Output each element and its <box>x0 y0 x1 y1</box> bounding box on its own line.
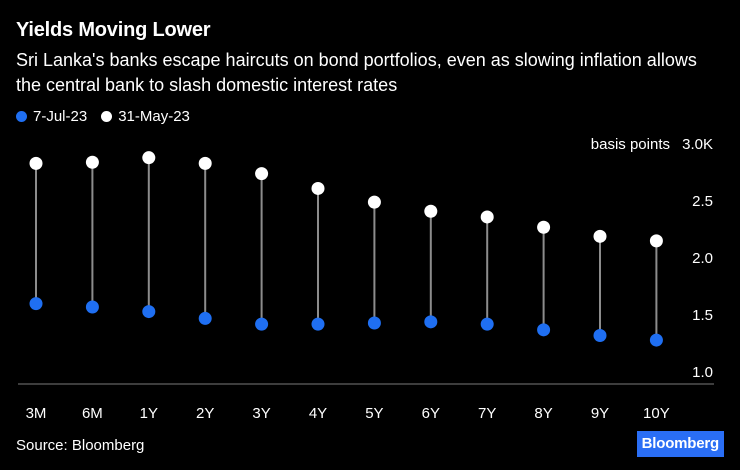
point-jul <box>593 329 607 343</box>
x-tick-label: 3Y <box>252 405 270 422</box>
y-tick-label: 1.0 <box>692 364 713 381</box>
point-may <box>198 156 212 170</box>
point-jul <box>480 317 494 331</box>
y-tick-label: 1.5 <box>692 307 713 324</box>
bloomberg-logo: Bloomberg <box>636 431 724 457</box>
x-tick-label: 9Y <box>591 405 609 422</box>
point-jul <box>255 317 269 331</box>
x-tick-label: 6Y <box>422 405 440 422</box>
point-may <box>367 195 381 209</box>
point-jul <box>85 300 99 314</box>
y-tick-label: 3.0K <box>682 136 713 153</box>
legend-item-jul: 7-Jul-23 <box>16 108 87 125</box>
point-may <box>480 210 494 224</box>
point-may <box>593 229 607 243</box>
legend-item-may: 31-May-23 <box>101 108 190 125</box>
source-note: Source: Bloomberg <box>16 437 145 454</box>
legend-marker-jul <box>16 111 27 122</box>
x-tick-label: 10Y <box>643 405 670 422</box>
point-jul <box>142 305 156 319</box>
x-tick-label: 1Y <box>140 405 158 422</box>
legend: 7-Jul-23 31-May-23 <box>16 108 204 125</box>
point-jul <box>649 333 663 347</box>
legend-label-jul: 7-Jul-23 <box>33 108 88 125</box>
chart-subtitle: Sri Lanka's banks escape haircuts on bon… <box>16 50 697 95</box>
x-tick-label: 5Y <box>365 405 383 422</box>
x-tick-label: 4Y <box>309 405 327 422</box>
y-tick-label: 2.5 <box>692 193 713 210</box>
point-may <box>537 220 551 234</box>
point-may <box>85 155 99 169</box>
point-jul <box>537 323 551 337</box>
legend-label-may: 31-May-23 <box>118 108 190 125</box>
x-tick-label: 6M <box>82 405 103 422</box>
point-jul <box>367 316 381 330</box>
point-may <box>424 204 438 218</box>
point-may <box>649 234 663 248</box>
point-may <box>29 156 43 170</box>
x-tick-label: 7Y <box>478 405 496 422</box>
x-tick-label: 2Y <box>196 405 214 422</box>
y-axis-unit-label: basis points <box>591 136 670 153</box>
x-tick-label: 8Y <box>534 405 552 422</box>
point-jul <box>311 317 325 331</box>
point-may <box>255 167 269 181</box>
point-jul <box>198 311 212 325</box>
x-tick-label: 3M <box>26 405 47 422</box>
y-tick-label: 2.0 <box>692 250 713 267</box>
chart-title: Yields Moving Lower <box>16 19 211 41</box>
point-may <box>311 181 325 195</box>
point-may <box>142 151 156 165</box>
point-jul <box>424 315 438 329</box>
point-jul <box>29 297 43 311</box>
legend-marker-may <box>101 111 113 122</box>
